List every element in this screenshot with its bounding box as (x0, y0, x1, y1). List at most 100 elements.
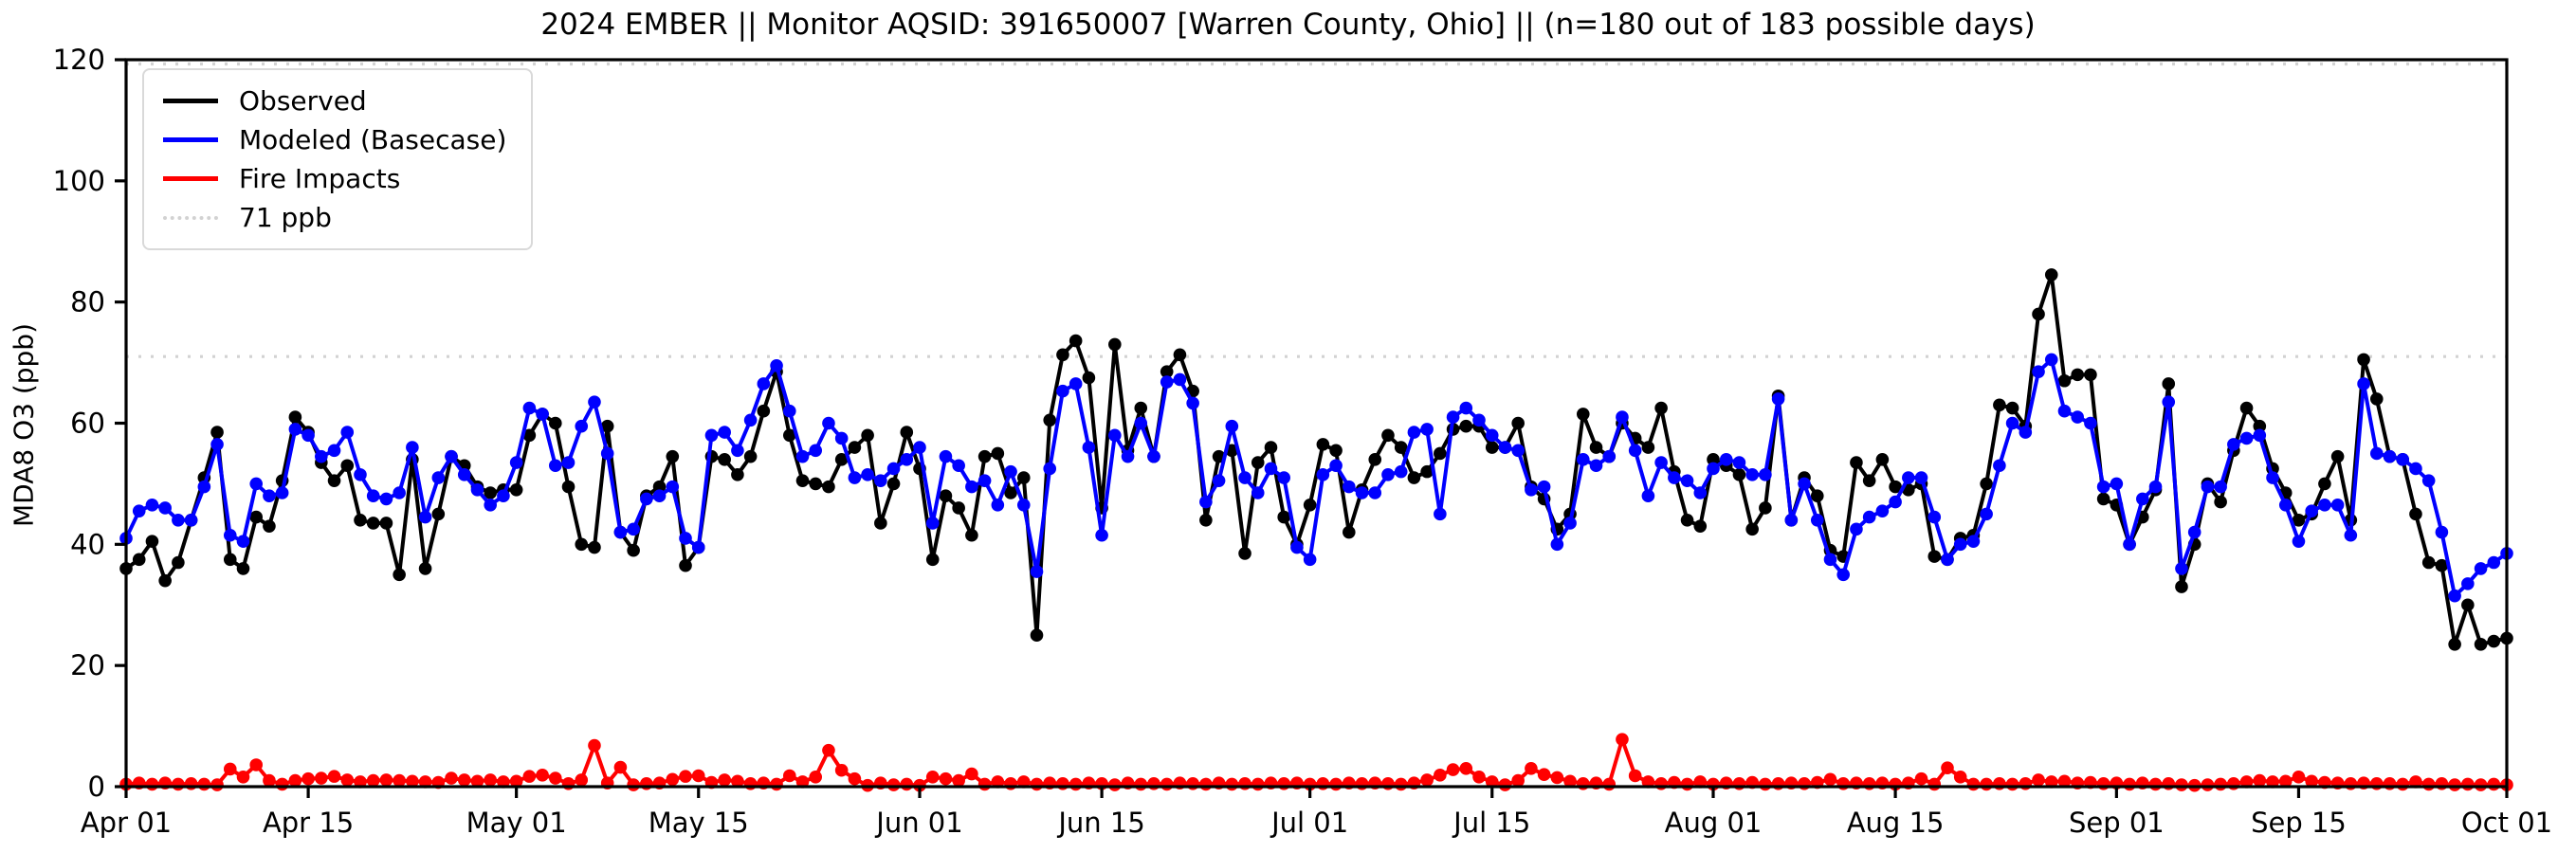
data-point (666, 480, 680, 494)
data-point (393, 486, 406, 499)
data-point (1875, 453, 1890, 466)
data-point (1199, 513, 1213, 527)
data-point (2057, 373, 2072, 388)
data-point (2487, 555, 2501, 570)
data-point (1303, 498, 1317, 512)
data-point (1264, 462, 1278, 476)
data-point (2344, 528, 2358, 542)
data-point (522, 770, 537, 783)
y-tick-label: 120 (53, 44, 105, 76)
data-point (158, 573, 172, 588)
data-point (1381, 468, 1395, 481)
data-point (1004, 464, 1017, 479)
data-point (132, 504, 146, 517)
data-point (393, 568, 406, 582)
fire-line-swatch-icon (163, 176, 218, 181)
data-point (2383, 449, 2397, 463)
data-point (991, 446, 1005, 461)
data-point (770, 777, 783, 791)
data-point (809, 770, 823, 784)
data-point (1759, 501, 1772, 515)
legend-label-fire: Fire Impacts (239, 163, 401, 194)
data-point (315, 771, 328, 785)
data-point (2005, 401, 2019, 415)
data-point (2175, 580, 2188, 593)
data-point (1550, 537, 1564, 552)
data-point (223, 762, 237, 776)
data-point (2057, 774, 2072, 789)
data-point (575, 773, 589, 787)
data-point (249, 758, 264, 771)
data-point (1030, 777, 1044, 791)
data-point (1889, 495, 1902, 509)
data-point (509, 774, 523, 789)
data-point (340, 426, 355, 439)
chart-title: 2024 EMBER || Monitor AQSID: 391650007 [… (540, 8, 2036, 42)
data-point (1394, 464, 1408, 479)
data-point (275, 777, 289, 791)
data-point (2136, 492, 2149, 506)
data-point (1434, 507, 1447, 521)
data-point (1966, 777, 1981, 791)
x-tick-label: Jul 15 (1452, 807, 1530, 839)
data-point (1759, 777, 1772, 791)
data-point (925, 770, 940, 784)
data-point (249, 510, 264, 524)
data-point (223, 553, 237, 567)
data-point (327, 474, 341, 488)
data-point (1173, 372, 1187, 387)
data-point (431, 471, 446, 484)
data-point (2330, 449, 2345, 463)
y-tick-label: 40 (70, 528, 105, 560)
data-point (1823, 553, 1837, 567)
data-point (1394, 441, 1408, 454)
data-point (1745, 468, 1759, 481)
data-point (1563, 774, 1577, 789)
data-point (2396, 453, 2410, 466)
data-point (2032, 773, 2045, 787)
data-point (366, 517, 380, 530)
data-point (145, 535, 159, 548)
data-point (886, 778, 901, 791)
data-point (2421, 555, 2436, 570)
data-point (1563, 517, 1577, 530)
data-point (575, 537, 589, 552)
data-point (2330, 498, 2345, 512)
data-point (731, 774, 744, 789)
data-point (1823, 772, 1837, 787)
data-point (848, 441, 862, 454)
data-point (1016, 498, 1031, 512)
data-point (1043, 413, 1057, 427)
x-tick-label: Apr 01 (81, 807, 172, 839)
data-point (1251, 456, 1265, 469)
data-point (1680, 777, 1694, 791)
data-point (1134, 401, 1148, 415)
series-line-Fire Impacts (125, 737, 2508, 788)
data-point (1290, 540, 1304, 554)
data-point (1889, 480, 1902, 494)
data-point (1394, 777, 1408, 791)
data-point (418, 562, 432, 575)
data-point (1056, 348, 1069, 362)
data-point (2175, 778, 2188, 791)
data-point (184, 513, 198, 527)
data-point (1914, 771, 1928, 786)
data-point (757, 404, 771, 418)
data-point (522, 401, 537, 415)
data-point (1459, 401, 1473, 415)
data-point (965, 767, 978, 781)
data-point (1784, 513, 1799, 527)
data-point (1745, 522, 1759, 536)
data-point (939, 771, 953, 786)
data-point (822, 480, 835, 494)
data-point (1277, 510, 1290, 524)
data-point (627, 778, 640, 791)
data-point (939, 489, 953, 502)
data-point (743, 413, 758, 427)
data-point (1407, 471, 1421, 484)
data-point (874, 474, 887, 488)
data-point (1108, 778, 1122, 791)
data-point (2474, 562, 2488, 575)
data-point (2239, 431, 2254, 445)
data-point (1343, 525, 1356, 539)
